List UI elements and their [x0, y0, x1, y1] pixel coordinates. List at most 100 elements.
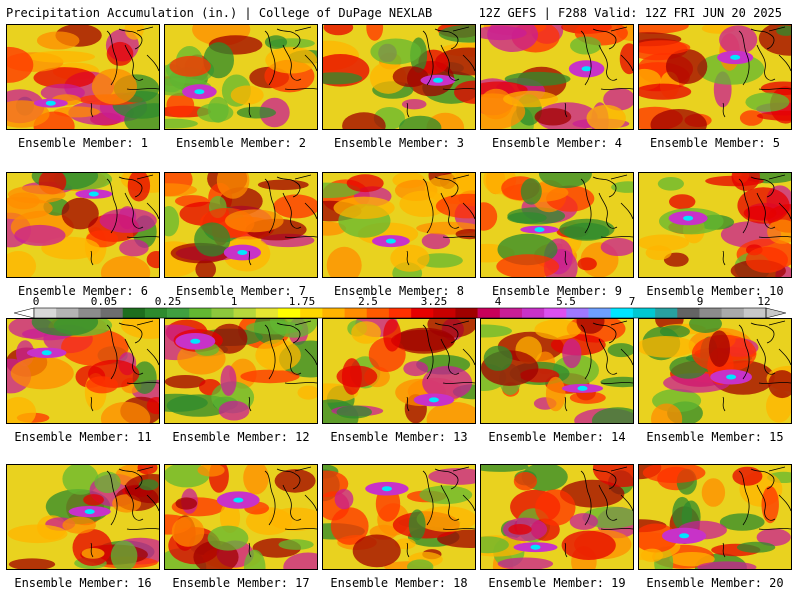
great-lakes-outline [738, 174, 791, 238]
legend-tick-label: 1 [230, 295, 238, 308]
ensemble-member-label: Ensemble Member: 12 [172, 430, 310, 444]
legend-tick-label: 0.05 [90, 295, 118, 308]
ensemble-member-label: Ensemble Member: 11 [14, 430, 152, 444]
great-lakes-outline [738, 320, 791, 384]
legend-colorbar [14, 307, 786, 319]
legend-color-swatch [34, 308, 57, 318]
legend-color-swatch [566, 308, 589, 318]
ensemble-member-label: Ensemble Member: 3 [333, 136, 465, 150]
ensemble-map-panel [164, 172, 318, 278]
legend-color-swatch [477, 308, 501, 318]
great-lakes-outline [106, 320, 159, 384]
legend-tick-label: 2.5 [358, 295, 378, 308]
precip-field [323, 173, 475, 277]
ensemble-map-panel [322, 318, 476, 424]
great-lakes-outline [264, 320, 317, 384]
legend-color-swatch [366, 308, 390, 318]
ensemble-map-panel [6, 24, 160, 130]
great-lakes-outline [738, 26, 791, 90]
legend-tick-label: 9 [696, 295, 704, 308]
ensemble-member-label: Ensemble Member: 15 [646, 430, 784, 444]
great-lakes-outline [422, 320, 475, 384]
legend-tick-label: 0 [32, 295, 40, 308]
legend-color-swatch [499, 308, 523, 318]
run-info: 12Z GEFS | F288 Valid: 12Z FRI JUN 20 20… [478, 6, 782, 20]
precip-field [7, 465, 159, 569]
great-lakes-outline [106, 174, 159, 238]
legend-color-swatch [322, 308, 345, 318]
precip-field [639, 319, 791, 423]
ensemble-map-panel [322, 172, 476, 278]
ensemble-map-panel [638, 172, 792, 278]
great-lakes-outline [106, 466, 159, 530]
ensemble-member-label: Ensemble Member: 10 [646, 284, 784, 298]
precip-field [7, 173, 159, 277]
ensemble-member-label: Ensemble Member: 17 [172, 576, 310, 590]
great-lakes-outline [264, 466, 317, 530]
ensemble-member-label: Ensemble Member: 1 [17, 136, 149, 150]
precipitation-legend: 0 0.05 0.25 1 1.75 2.5 3.25 4 5.5 7 9 12 [0, 296, 800, 320]
ensemble-member-label: Ensemble Member: 8 [333, 284, 465, 298]
legend-color-swatch [189, 308, 212, 318]
ensemble-map-panel [638, 24, 792, 130]
legend-color-swatch [588, 308, 612, 318]
legend-color-swatch [122, 308, 146, 318]
precip-field [7, 319, 159, 423]
legend-color-swatch [78, 308, 101, 318]
legend-tick-label: 12 [757, 295, 771, 308]
ensemble-member-label: Ensemble Member: 14 [488, 430, 626, 444]
precip-field [481, 465, 633, 569]
precip-field [639, 173, 791, 277]
ensemble-map-panel [480, 24, 634, 130]
legend-color-swatch [211, 308, 234, 318]
ensemble-map-panel [164, 464, 318, 570]
ensemble-map-panel [322, 24, 476, 130]
precip-field [639, 25, 791, 129]
legend-color-swatch [632, 308, 656, 318]
great-lakes-outline [264, 26, 317, 90]
legend-color-swatch [455, 308, 478, 318]
ensemble-member-label: Ensemble Member: 7 [175, 284, 307, 298]
legend-tick-label: 3.25 [420, 295, 448, 308]
legend-color-swatch [544, 308, 567, 318]
legend-color-swatch [233, 308, 257, 318]
ensemble-member-label: Ensemble Member: 2 [175, 136, 307, 150]
great-lakes-outline [422, 26, 475, 90]
ensemble-member-label: Ensemble Member: 4 [491, 136, 623, 150]
legend-tick-label: 4 [494, 295, 502, 308]
precip-field [323, 465, 475, 569]
precip-field [165, 25, 317, 129]
legend-tick-label: 5.5 [556, 295, 576, 308]
precip-field [165, 173, 317, 277]
precip-field [481, 25, 633, 129]
ensemble-map-panel [480, 318, 634, 424]
legend-color-swatch [300, 308, 323, 318]
legend-color-swatch [255, 308, 279, 318]
legend-color-swatch [411, 308, 434, 318]
legend-tick-label: 7 [628, 295, 636, 308]
legend-color-swatch [743, 308, 767, 318]
great-lakes-outline [422, 466, 475, 530]
great-lakes-outline [106, 26, 159, 90]
legend-color-swatch [677, 308, 700, 318]
legend-color-swatch [721, 308, 745, 318]
great-lakes-outline [264, 174, 317, 238]
great-lakes-outline [738, 466, 791, 530]
ensemble-member-label: Ensemble Member: 5 [649, 136, 781, 150]
legend-color-swatch [522, 308, 545, 318]
ensemble-map-panel [480, 464, 634, 570]
precip-field [639, 465, 791, 569]
ensemble-member-label: Ensemble Member: 19 [488, 576, 626, 590]
great-lakes-outline [580, 466, 633, 530]
ensemble-member-label: Ensemble Member: 16 [14, 576, 152, 590]
legend-tick-labels: 0 0.05 0.25 1 1.75 2.5 3.25 4 5.5 7 9 12 [0, 296, 800, 308]
ensemble-map-panel [6, 318, 160, 424]
precip-field [7, 25, 159, 129]
ensemble-map-panel [638, 318, 792, 424]
legend-tick-label: 0.25 [154, 295, 182, 308]
ensemble-map-panel [638, 464, 792, 570]
legend-right-arrow [765, 307, 786, 319]
legend-color-swatch [699, 308, 722, 318]
ensemble-map-panel [322, 464, 476, 570]
ensemble-member-label: Ensemble Member: 9 [491, 284, 623, 298]
